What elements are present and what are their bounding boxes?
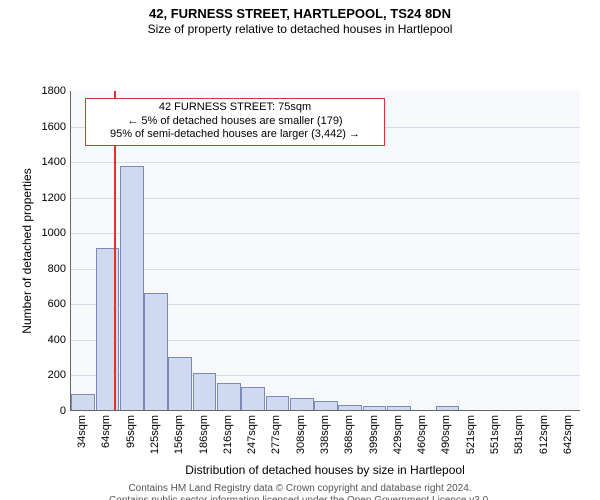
- x-tick-label: 338sqm: [319, 415, 331, 454]
- gridline: [71, 233, 580, 234]
- x-tick-label: 95sqm: [125, 415, 137, 448]
- bar: [338, 405, 362, 410]
- bar: [71, 394, 95, 410]
- x-tick-label: 642sqm: [562, 415, 574, 454]
- x-tick-label: 429sqm: [392, 415, 404, 454]
- x-tick-label: 460sqm: [416, 415, 428, 454]
- bar: [144, 293, 168, 410]
- gridline: [71, 162, 580, 163]
- bar: [290, 398, 314, 410]
- bar: [241, 387, 265, 410]
- gridline: [71, 198, 580, 199]
- chart: 020040060080010001200140016001800 34sqm6…: [0, 36, 600, 481]
- y-axis-title: Number of detached properties: [20, 91, 34, 411]
- x-tick-label: 399sqm: [368, 415, 380, 454]
- x-tick-label: 277sqm: [270, 415, 282, 454]
- x-tick-label: 490sqm: [440, 415, 452, 454]
- x-tick-label: 581sqm: [513, 415, 525, 454]
- x-tick-label: 247sqm: [246, 415, 258, 454]
- bar: [436, 406, 460, 410]
- x-tick-label: 521sqm: [465, 415, 477, 454]
- subtitle: Size of property relative to detached ho…: [0, 22, 600, 36]
- x-tick-label: 308sqm: [295, 415, 307, 454]
- footer: Contains HM Land Registry data © Crown c…: [0, 481, 600, 500]
- bar: [168, 357, 192, 410]
- footer-line-2: Contains public sector information licen…: [0, 495, 600, 500]
- x-tick-label: 612sqm: [538, 415, 550, 454]
- bar: [387, 406, 411, 410]
- annotation-box: 42 FURNESS STREET: 75sqm← 5% of detached…: [85, 98, 385, 146]
- bar: [120, 166, 144, 410]
- annotation-line: 42 FURNESS STREET: 75sqm: [90, 101, 380, 115]
- bar: [314, 401, 338, 410]
- x-tick-label: 34sqm: [76, 415, 88, 448]
- annotation-line: 95% of semi-detached houses are larger (…: [90, 128, 380, 142]
- x-tick-label: 186sqm: [198, 415, 210, 454]
- bar: [266, 396, 290, 410]
- footer-line-1: Contains HM Land Registry data © Crown c…: [0, 483, 600, 495]
- x-tick-label: 156sqm: [173, 415, 185, 454]
- x-tick-label: 368sqm: [343, 415, 355, 454]
- x-tick-label: 216sqm: [222, 415, 234, 454]
- x-tick-label: 125sqm: [149, 415, 161, 454]
- x-tick-label: 64sqm: [100, 415, 112, 448]
- bar: [363, 406, 387, 410]
- bar: [193, 373, 217, 410]
- bar: [217, 383, 241, 410]
- x-tick-label: 551sqm: [489, 415, 501, 454]
- page-title: 42, FURNESS STREET, HARTLEPOOL, TS24 8DN: [0, 0, 600, 22]
- annotation-line: ← 5% of detached houses are smaller (179…: [90, 115, 380, 129]
- x-axis-title: Distribution of detached houses by size …: [70, 463, 580, 477]
- gridline: [71, 269, 580, 270]
